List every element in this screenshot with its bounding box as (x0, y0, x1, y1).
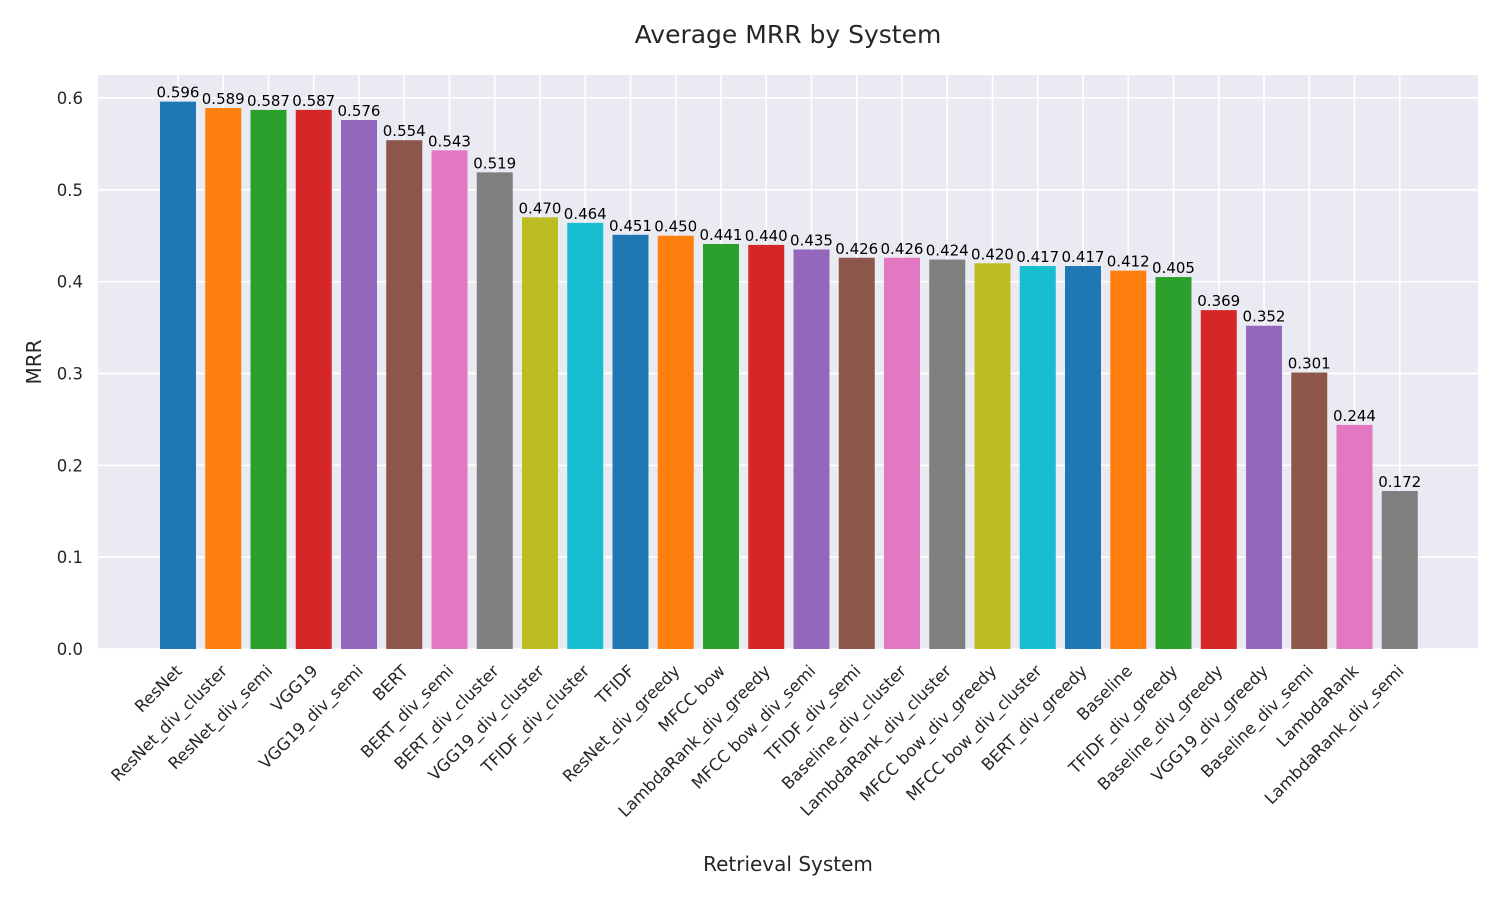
bar-value-label: 0.543 (428, 132, 471, 150)
bar-value-label: 0.420 (971, 245, 1014, 263)
bar (838, 257, 875, 649)
bar-value-label: 0.426 (835, 240, 878, 258)
y-tick-label: 0.0 (57, 640, 83, 659)
bar-value-label: 0.172 (1378, 473, 1421, 491)
bar (341, 120, 377, 650)
bar-value-label: 0.412 (1107, 253, 1150, 271)
bar-value-label: 0.464 (564, 205, 607, 223)
y-tick-label: 0.1 (57, 548, 83, 567)
bar (1336, 424, 1373, 649)
bar (250, 109, 287, 650)
y-tick-label: 0.6 (57, 89, 83, 108)
bar (793, 249, 830, 649)
y-tick-label: 0.3 (57, 364, 83, 383)
bar-value-label: 0.554 (383, 122, 426, 140)
bar (1381, 491, 1418, 649)
bar (1246, 325, 1282, 649)
x-axis-label: Retrieval System (703, 852, 873, 876)
y-axis-label: MRR (22, 339, 46, 384)
y-tick-label: 0.5 (57, 181, 83, 200)
bar (431, 150, 468, 649)
bar (1155, 277, 1192, 649)
bar (205, 108, 242, 650)
bar (1019, 266, 1056, 649)
x-axis-ticks: ResNetResNet_div_clusterResNet_div_semiV… (107, 661, 1408, 822)
bar-value-label: 0.576 (338, 102, 381, 120)
bar-value-label: 0.441 (700, 226, 743, 244)
bar-value-label: 0.596 (157, 84, 200, 102)
bar-value-label: 0.470 (519, 199, 562, 217)
bar (612, 234, 649, 649)
bar (657, 235, 694, 649)
bar-value-label: 0.417 (1062, 248, 1105, 266)
bar-value-label: 0.417 (1016, 248, 1059, 266)
bar (1291, 372, 1328, 649)
bar (748, 244, 785, 650)
bar (295, 109, 332, 650)
value-labels: 0.596 0.589 0.587 0.5870.5760.5540.5430.519… (157, 84, 1422, 491)
bar-value-label: 0.589 (202, 90, 245, 108)
bar (160, 101, 196, 649)
bar-value-label: 0.301 (1288, 355, 1331, 373)
bar (884, 257, 920, 649)
bar-value-label: 0.426 (881, 240, 924, 258)
bar (1200, 310, 1237, 649)
bar-value-label: 0.440 (745, 227, 788, 245)
bar-value-label: 0.352 (1243, 308, 1286, 326)
bar-value-label: 0.369 (1197, 292, 1240, 310)
bars (160, 101, 1418, 650)
bar (929, 259, 966, 649)
bar-value-label: 0.587 (247, 92, 290, 110)
bar-value-label: 0.519 (473, 154, 516, 172)
bar (1065, 266, 1101, 649)
bar-value-label: 0.424 (926, 242, 969, 260)
bar (476, 172, 513, 649)
bar-value-label: 0.451 (609, 217, 652, 235)
bar (567, 222, 604, 649)
chart-title: Average MRR by System (635, 20, 942, 49)
y-axis-ticks: 0.0 0.1 0.2 0.3 0.4 0.5 0.6 (57, 89, 83, 659)
bar (522, 217, 558, 650)
bar (386, 140, 423, 649)
bar-value-label: 0.244 (1333, 407, 1376, 425)
bar-value-label: 0.587 (292, 92, 335, 110)
bar (1110, 270, 1147, 649)
bar (974, 263, 1011, 649)
bar-value-label: 0.450 (654, 218, 697, 236)
bar (703, 243, 739, 649)
bar-value-label: 0.405 (1152, 259, 1195, 277)
y-tick-label: 0.2 (57, 456, 83, 475)
y-tick-label: 0.4 (57, 273, 83, 292)
bar-value-label: 0.435 (790, 231, 833, 249)
